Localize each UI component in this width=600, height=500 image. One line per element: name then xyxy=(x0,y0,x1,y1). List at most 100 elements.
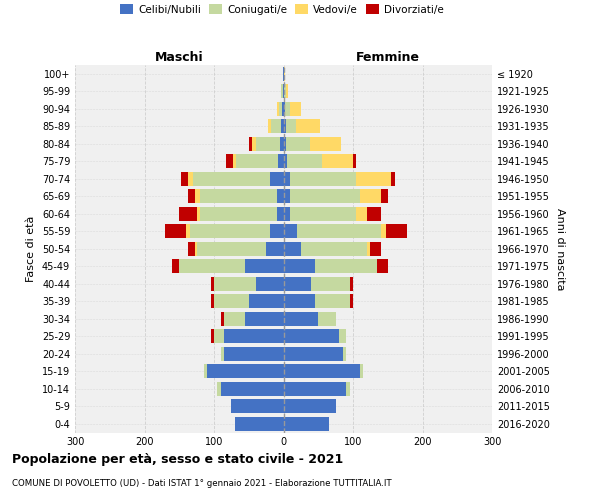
Bar xyxy=(256,277,284,291)
Bar xyxy=(179,259,245,273)
Bar xyxy=(367,242,370,256)
Bar xyxy=(284,417,329,430)
Bar xyxy=(370,242,381,256)
Bar xyxy=(278,154,284,168)
Bar xyxy=(343,347,346,361)
Bar xyxy=(277,102,278,116)
Bar xyxy=(172,259,179,273)
Bar xyxy=(367,207,381,221)
Bar xyxy=(214,329,224,343)
Bar xyxy=(311,277,350,291)
Bar xyxy=(280,136,284,151)
Bar xyxy=(284,364,360,378)
Bar xyxy=(194,189,200,203)
Bar xyxy=(193,172,269,186)
Bar xyxy=(269,172,284,186)
Bar xyxy=(236,154,278,168)
Bar xyxy=(245,312,284,326)
Bar xyxy=(285,102,290,116)
Bar xyxy=(356,207,367,221)
Bar xyxy=(322,154,353,168)
Bar xyxy=(350,277,353,291)
Bar xyxy=(286,136,310,151)
Bar xyxy=(214,277,256,291)
Bar xyxy=(315,294,350,308)
Bar xyxy=(211,294,214,308)
Bar xyxy=(290,172,356,186)
Bar xyxy=(224,329,284,343)
Bar xyxy=(179,207,197,221)
Bar xyxy=(282,102,284,116)
Bar xyxy=(200,189,277,203)
Bar xyxy=(284,347,343,361)
Bar xyxy=(245,259,284,273)
Bar xyxy=(286,84,287,98)
Bar xyxy=(181,172,188,186)
Bar xyxy=(353,154,356,168)
Bar xyxy=(284,382,346,396)
Bar xyxy=(200,207,277,221)
Text: Maschi: Maschi xyxy=(155,51,203,64)
Bar xyxy=(391,172,395,186)
Bar xyxy=(287,154,322,168)
Bar xyxy=(290,102,301,116)
Bar xyxy=(284,277,311,291)
Bar xyxy=(235,417,284,430)
Bar xyxy=(188,172,193,186)
Bar xyxy=(224,312,245,326)
Bar xyxy=(284,154,287,168)
Bar xyxy=(232,399,284,413)
Bar xyxy=(298,224,381,238)
Legend: Celibi/Nubili, Coniugati/e, Vedovi/e, Divorziati/e: Celibi/Nubili, Coniugati/e, Vedovi/e, Di… xyxy=(116,0,448,19)
Bar xyxy=(315,259,377,273)
Bar xyxy=(269,224,284,238)
Bar xyxy=(284,259,315,273)
Bar xyxy=(350,294,353,308)
Bar xyxy=(286,119,296,133)
Bar xyxy=(268,119,271,133)
Bar xyxy=(256,136,280,151)
Bar xyxy=(301,242,367,256)
Y-axis label: Anni di nascita: Anni di nascita xyxy=(555,208,565,290)
Bar xyxy=(266,242,284,256)
Bar xyxy=(284,136,286,151)
Bar xyxy=(386,224,407,238)
Bar xyxy=(381,224,386,238)
Bar xyxy=(346,382,350,396)
Bar xyxy=(211,277,214,291)
Bar xyxy=(249,294,284,308)
Bar xyxy=(188,189,194,203)
Bar xyxy=(166,224,186,238)
Bar xyxy=(356,172,391,186)
Bar xyxy=(214,294,249,308)
Bar xyxy=(281,84,283,98)
Bar xyxy=(221,312,224,326)
Bar xyxy=(233,154,236,168)
Text: COMUNE DI POVOLETTO (UD) - Dati ISTAT 1° gennaio 2021 - Elaborazione TUTTITALIA.: COMUNE DI POVOLETTO (UD) - Dati ISTAT 1°… xyxy=(12,479,392,488)
Bar xyxy=(283,84,284,98)
Bar xyxy=(381,189,388,203)
Bar xyxy=(221,347,224,361)
Bar xyxy=(211,329,214,343)
Bar xyxy=(284,312,318,326)
Bar xyxy=(284,84,286,98)
Bar xyxy=(284,207,290,221)
Bar xyxy=(296,119,320,133)
Bar xyxy=(224,347,284,361)
Bar xyxy=(194,242,197,256)
Bar xyxy=(252,136,256,151)
Y-axis label: Fasce di età: Fasce di età xyxy=(26,216,36,282)
Bar xyxy=(221,382,284,396)
Bar xyxy=(284,172,290,186)
Bar xyxy=(207,364,284,378)
Bar xyxy=(284,102,285,116)
Bar xyxy=(310,136,341,151)
Bar xyxy=(284,66,285,80)
Bar xyxy=(360,189,381,203)
Bar xyxy=(249,136,252,151)
Bar xyxy=(186,224,190,238)
Bar xyxy=(277,189,284,203)
Text: Femmine: Femmine xyxy=(356,51,420,64)
Bar xyxy=(281,119,284,133)
Bar xyxy=(284,189,290,203)
